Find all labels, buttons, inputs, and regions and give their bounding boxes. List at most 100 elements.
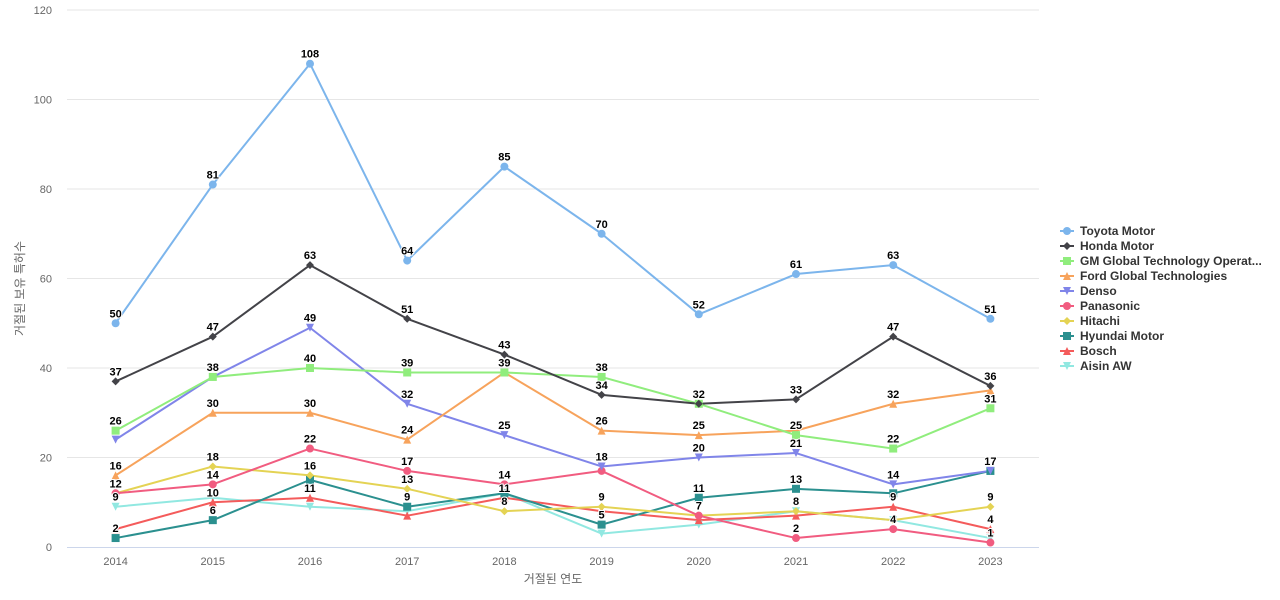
data-point — [889, 261, 898, 270]
data-point — [208, 493, 217, 502]
data-label: 4 — [890, 514, 897, 526]
data-label: 9 — [599, 492, 605, 504]
data-point — [111, 502, 120, 511]
legend-marker — [1063, 332, 1071, 340]
data-label: 2 — [113, 523, 119, 535]
legend-marker — [1063, 347, 1071, 355]
data-point — [694, 399, 703, 408]
data-point — [306, 444, 314, 453]
data-point — [889, 332, 898, 341]
data-point — [403, 399, 412, 408]
data-point — [208, 408, 217, 417]
data-point — [306, 323, 314, 332]
data-label: 8 — [501, 496, 507, 508]
data-point — [986, 314, 995, 323]
data-label: 47 — [887, 322, 899, 334]
y-tick-label: 60 — [40, 274, 52, 286]
data-point — [403, 435, 412, 444]
data-label: 21 — [790, 438, 802, 450]
data-point — [500, 431, 509, 440]
data-label: 9 — [404, 492, 410, 504]
legend-item[interactable]: Toyota Motor — [1060, 224, 1155, 238]
data-point — [306, 364, 314, 372]
y-tick-label: 40 — [40, 363, 52, 375]
data-label: 47 — [207, 322, 219, 334]
data-label: 26 — [109, 416, 121, 428]
x-axis-title: 거절된 연도 — [524, 572, 583, 586]
data-label: 11 — [693, 483, 705, 495]
data-label: 52 — [693, 299, 705, 311]
data-label: 24 — [401, 425, 414, 437]
data-label: 16 — [304, 460, 316, 472]
data-label: 70 — [595, 219, 607, 231]
data-point — [111, 319, 120, 328]
data-point — [597, 390, 606, 399]
legend-item[interactable]: Denso — [1060, 284, 1117, 298]
data-label: 22 — [887, 434, 899, 446]
data-label: 13 — [790, 474, 802, 486]
data-point — [111, 426, 120, 435]
data-label: 32 — [887, 389, 899, 401]
data-label: 34 — [595, 380, 608, 392]
data-point — [403, 314, 412, 323]
data-label: 61 — [790, 259, 802, 271]
series-line — [115, 465, 991, 522]
series-line — [115, 447, 991, 544]
legend-item[interactable]: Aisin AW — [1060, 359, 1132, 373]
data-point — [986, 534, 995, 543]
data-point — [500, 162, 509, 171]
series-markers — [111, 59, 995, 547]
data-label: 39 — [401, 357, 413, 369]
data-point — [403, 484, 412, 493]
data-point — [597, 229, 606, 238]
data-point — [792, 395, 800, 404]
data-point — [208, 516, 217, 525]
data-point — [500, 350, 509, 359]
data-point — [889, 489, 898, 498]
data-point — [694, 511, 703, 520]
data-point — [792, 270, 800, 279]
data-label: 18 — [207, 451, 219, 463]
legend-label: Honda Motor — [1080, 239, 1154, 253]
x-tick-label: 2014 — [103, 556, 127, 568]
data-point — [597, 520, 606, 529]
data-point — [694, 516, 703, 525]
data-label: 38 — [595, 362, 607, 374]
legend-marker — [1063, 302, 1071, 310]
data-label: 108 — [301, 49, 319, 61]
data-point — [597, 507, 606, 516]
data-label: 6 — [210, 505, 216, 517]
legend-item[interactable]: Bosch — [1060, 344, 1117, 358]
data-point — [208, 180, 217, 189]
data-label: 2 — [793, 523, 799, 535]
data-point — [889, 525, 898, 534]
data-label: 25 — [498, 420, 510, 432]
series-line — [115, 264, 991, 405]
legend-marker — [1063, 362, 1071, 370]
data-label: 22 — [304, 434, 316, 446]
y-tick-label: 80 — [40, 184, 52, 196]
data-label: 17 — [984, 456, 996, 468]
data-label: 9 — [987, 492, 993, 504]
x-tick-label: 2016 — [298, 556, 322, 568]
data-point — [792, 507, 800, 516]
data-point — [208, 372, 217, 381]
data-point — [597, 426, 606, 435]
legend-item[interactable]: Ford Global Technologies — [1060, 269, 1227, 283]
y-axis-tick-labels: 0 20 40 60 80 100 120 — [34, 5, 52, 554]
data-label: 30 — [207, 398, 219, 410]
legend-item[interactable]: Panasonic — [1060, 299, 1140, 313]
data-label: 63 — [304, 250, 316, 262]
legend-item[interactable]: Honda Motor — [1060, 239, 1154, 253]
legend-item[interactable]: Hyundai Motor — [1060, 329, 1164, 343]
data-label: 17 — [401, 456, 413, 468]
data-label: 18 — [595, 451, 607, 463]
data-label: 64 — [401, 246, 414, 258]
legend-item[interactable]: Hitachi — [1060, 314, 1120, 328]
legend-label: Hitachi — [1080, 314, 1120, 328]
legend-item[interactable]: GM Global Technology Operat... — [1060, 254, 1262, 268]
x-tick-label: 2020 — [687, 556, 711, 568]
data-point — [792, 484, 800, 493]
